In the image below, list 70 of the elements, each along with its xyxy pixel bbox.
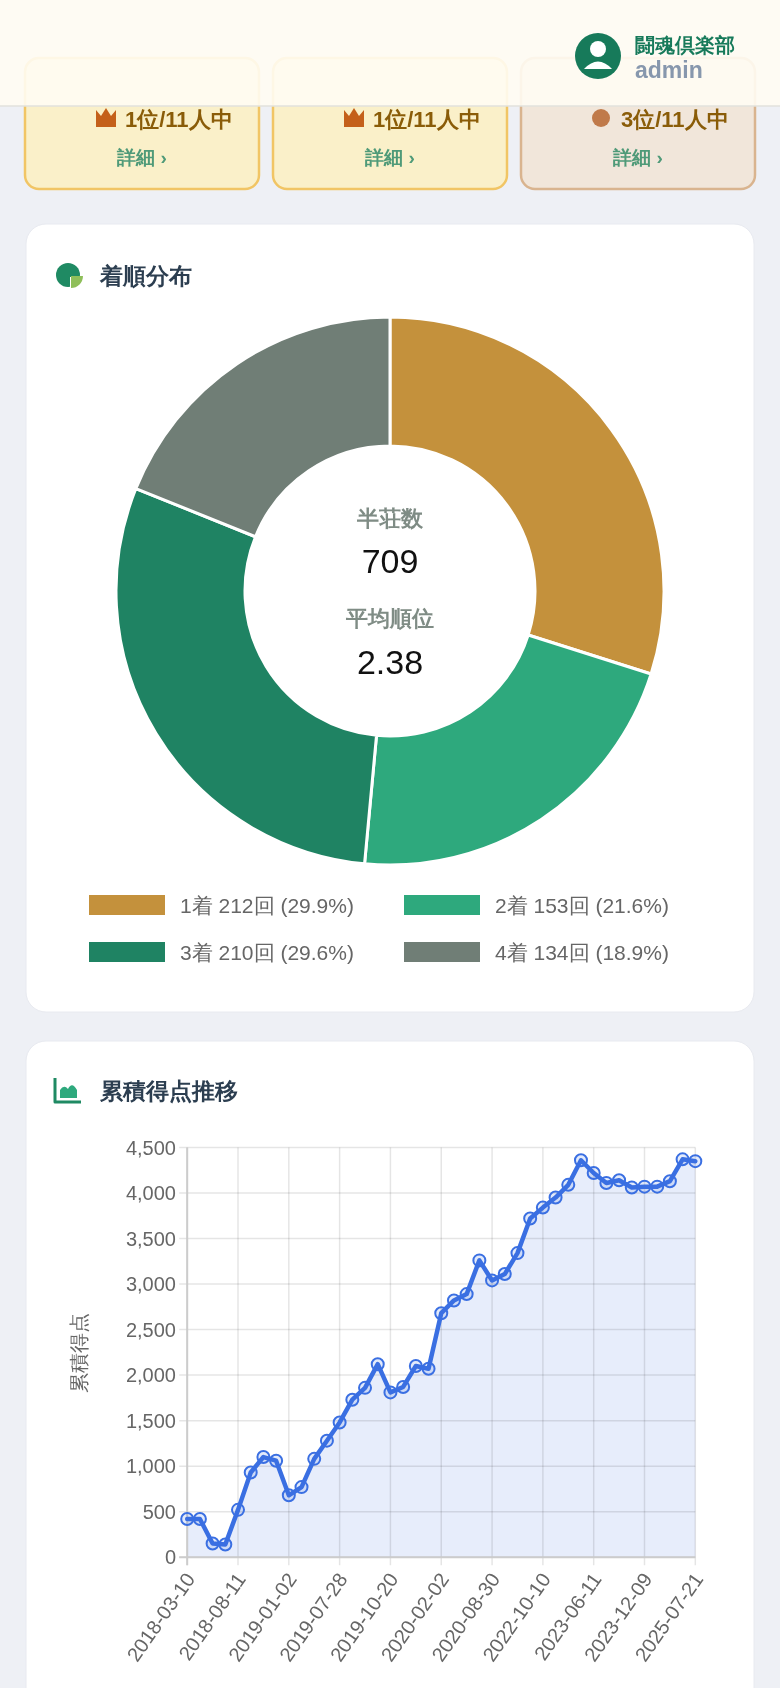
point [472, 1253, 487, 1268]
point [688, 1154, 703, 1169]
point [637, 1179, 652, 1194]
text: 詳細 › [116, 147, 167, 168]
y-tick-label: 4,000 [125, 1182, 176, 1205]
point [231, 1502, 246, 1517]
point [548, 1190, 563, 1205]
text: 1位/11人中 [125, 107, 233, 132]
point [624, 1180, 639, 1195]
text: 詳細 › [364, 147, 415, 168]
point [497, 1267, 512, 1282]
y-tick-label: 3,500 [125, 1227, 176, 1250]
point [332, 1415, 347, 1430]
point [510, 1246, 525, 1261]
point [370, 1357, 385, 1372]
text: 詳細 › [612, 147, 663, 168]
point [675, 1152, 690, 1167]
point [408, 1359, 423, 1374]
point [281, 1488, 296, 1503]
y-tick-label: 3,000 [125, 1273, 176, 1296]
point [180, 1511, 195, 1526]
point [434, 1306, 449, 1321]
point [396, 1379, 411, 1394]
point [358, 1380, 373, 1395]
point [243, 1465, 258, 1480]
y-tick-label: 0 [164, 1546, 176, 1569]
point [612, 1173, 627, 1188]
point [256, 1450, 271, 1465]
point [319, 1433, 334, 1448]
point [662, 1174, 677, 1189]
point [383, 1385, 398, 1400]
point [345, 1392, 360, 1407]
point [421, 1361, 436, 1376]
legend-label: 3着 210回 (29.6%) [180, 941, 354, 964]
legend-label: 2着 153回 (21.6%) [495, 894, 669, 917]
point [307, 1451, 322, 1466]
y-tick-label: 500 [142, 1500, 176, 1523]
point [485, 1273, 500, 1288]
point [573, 1153, 588, 1168]
chart-title: 累積得点推移 [99, 1078, 238, 1104]
point [599, 1176, 614, 1191]
point [650, 1179, 665, 1194]
y-axis-title: 累積得点 [68, 1313, 90, 1393]
y-tick-label: 1,500 [125, 1409, 176, 1432]
text: 3位/11人中 [621, 107, 729, 132]
point [586, 1165, 601, 1180]
text: 闘魂倶楽部 [635, 34, 735, 56]
y-tick-label: 2,500 [125, 1318, 176, 1341]
point [192, 1511, 207, 1526]
point [294, 1480, 309, 1495]
point [218, 1537, 233, 1552]
text: 平均順位 [345, 606, 434, 631]
y-tick-label: 2,000 [125, 1364, 176, 1387]
text: 1位/11人中 [373, 107, 481, 132]
y-tick-label: 1,000 [125, 1455, 176, 1478]
legend-label: 1着 212回 (29.9%) [180, 894, 354, 917]
point [523, 1211, 538, 1226]
point [535, 1200, 550, 1215]
point [446, 1293, 461, 1308]
point [561, 1177, 576, 1192]
chart-title: 着順分布 [99, 263, 192, 289]
y-tick-label: 4,500 [125, 1136, 176, 1159]
point [205, 1536, 220, 1551]
legend-label: 4着 134回 (18.9%) [495, 941, 669, 964]
point [459, 1287, 474, 1302]
text: 709 [361, 542, 419, 580]
text: admin [635, 57, 703, 83]
text: 2.38 [356, 643, 424, 681]
point [269, 1453, 284, 1468]
text: 半荘数 [356, 506, 424, 531]
